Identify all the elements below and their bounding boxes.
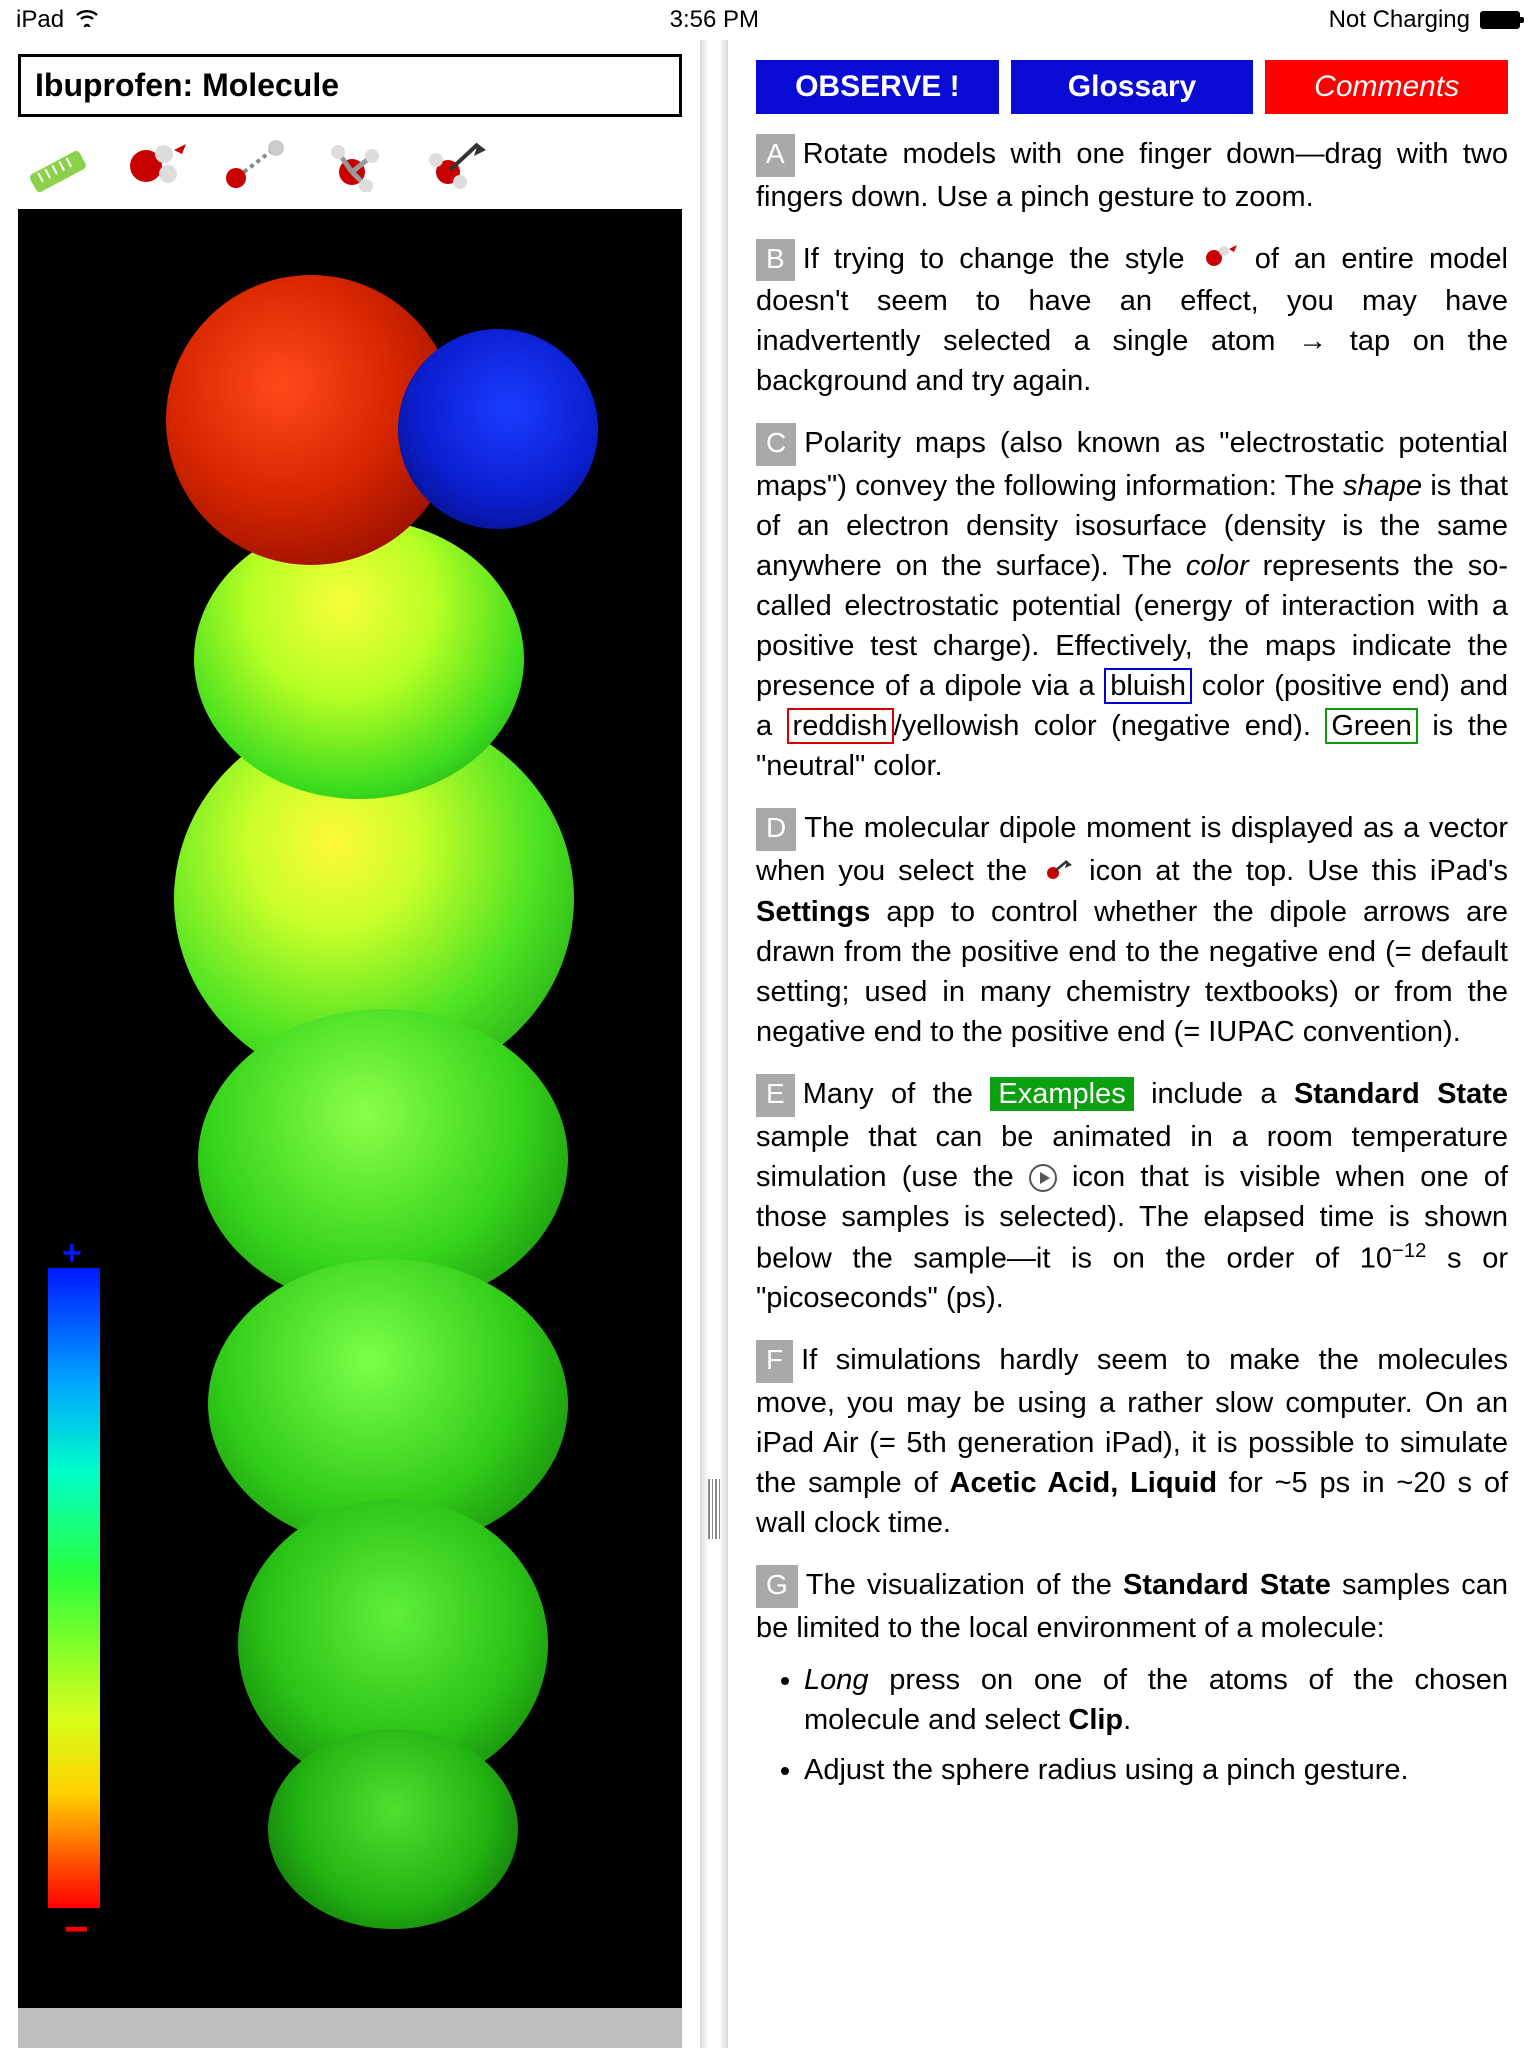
- note-a: ARotate models with one finger down—drag…: [756, 134, 1508, 217]
- legend-minus-icon: −: [64, 1920, 89, 1938]
- reddish-chip: reddish: [787, 708, 894, 744]
- list-item: Adjust the sphere radius using a pinch g…: [804, 1750, 1508, 1790]
- note-c: CPolarity maps (also known as "electrost…: [756, 423, 1508, 786]
- observe-button[interactable]: OBSERVE !: [756, 60, 999, 114]
- color-legend: + −: [48, 1268, 100, 1908]
- letter-e: E: [756, 1074, 795, 1117]
- letter-b: B: [756, 239, 795, 282]
- list-item: Long press on one of the atoms of the ch…: [804, 1660, 1508, 1740]
- right-pane: OBSERVE ! Glossary Comments ARotate mode…: [728, 40, 1536, 2048]
- left-pane: Ibuprofen: Molecule: [0, 40, 700, 2048]
- clock: 3:56 PM: [670, 6, 759, 34]
- drag-handle-icon[interactable]: [708, 1479, 720, 1539]
- molecule-viewer[interactable]: + −: [18, 209, 682, 2008]
- style-tool-icon[interactable]: [122, 131, 192, 193]
- glossary-button[interactable]: Glossary: [1011, 60, 1254, 114]
- dipole-inline-icon: [1043, 852, 1073, 892]
- green-chip: Green: [1325, 708, 1418, 744]
- charging-label: Not Charging: [1329, 6, 1470, 34]
- style-inline-icon: [1203, 240, 1237, 280]
- legend-plus-icon: +: [62, 1234, 82, 1273]
- examples-chip: Examples: [990, 1077, 1133, 1111]
- dipole-tool-icon[interactable]: [422, 131, 492, 193]
- note-d: DThe molecular dipole moment is displaye…: [756, 808, 1508, 1052]
- molecule-title: Ibuprofen: Molecule: [18, 54, 682, 117]
- letter-g: G: [756, 1565, 798, 1608]
- battery-icon: [1480, 11, 1520, 29]
- molecule-tool-icon[interactable]: [322, 131, 392, 193]
- note-b: BIf trying to change the style of an ent…: [756, 239, 1508, 402]
- toolbar: [18, 117, 682, 205]
- letter-a: A: [756, 134, 795, 177]
- note-e: EMany of the Examples include a Standard…: [756, 1074, 1508, 1318]
- letter-f: F: [756, 1340, 793, 1383]
- footer-bar: [18, 2008, 682, 2048]
- device-label: iPad: [16, 6, 64, 34]
- letter-d: D: [756, 808, 796, 851]
- note-g-list: Long press on one of the atoms of the ch…: [756, 1660, 1508, 1790]
- letter-c: C: [756, 423, 796, 466]
- play-icon: [1029, 1164, 1057, 1192]
- bond-tool-icon[interactable]: [222, 131, 292, 193]
- note-g: GThe visualization of the Standard State…: [756, 1565, 1508, 1648]
- ruler-tool-icon[interactable]: [22, 131, 92, 193]
- wifi-icon: [74, 7, 100, 33]
- bluish-chip: bluish: [1104, 668, 1192, 704]
- note-f: FIf simulations hardly seem to make the …: [756, 1340, 1508, 1543]
- pane-divider[interactable]: [700, 40, 728, 2048]
- comments-button[interactable]: Comments: [1265, 60, 1508, 114]
- status-bar: iPad 3:56 PM Not Charging: [0, 0, 1536, 40]
